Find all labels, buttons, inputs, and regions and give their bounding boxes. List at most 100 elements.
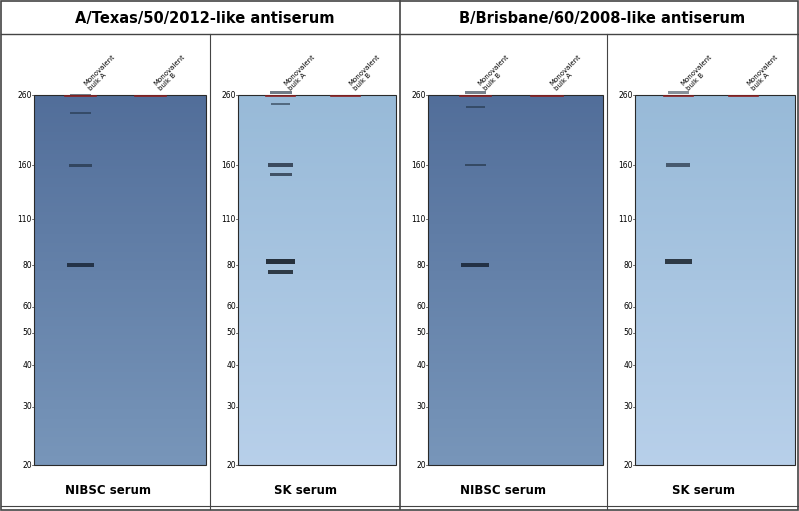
Bar	[238, 339, 396, 343]
Bar	[238, 132, 396, 136]
Bar	[34, 132, 206, 136]
Bar	[34, 292, 206, 296]
Bar	[635, 348, 795, 352]
Bar	[635, 314, 795, 318]
Text: 80: 80	[226, 261, 236, 269]
Bar	[238, 317, 396, 321]
Bar	[428, 265, 603, 269]
Bar	[34, 184, 206, 189]
Bar	[635, 360, 795, 364]
Bar	[238, 120, 396, 124]
Bar	[34, 160, 206, 164]
Bar	[238, 209, 396, 213]
Bar	[238, 409, 396, 413]
Bar	[34, 357, 206, 361]
Bar	[238, 98, 396, 102]
Bar	[428, 280, 603, 284]
Bar	[34, 412, 206, 416]
Bar	[635, 230, 795, 235]
Bar	[238, 188, 396, 192]
Text: 50: 50	[226, 329, 236, 337]
Bar	[238, 151, 396, 155]
Bar	[428, 351, 603, 355]
Bar	[238, 169, 396, 173]
Bar	[34, 415, 206, 420]
Bar	[635, 184, 795, 189]
Text: Monovalent
bulk B: Monovalent bulk B	[348, 54, 386, 92]
Bar	[428, 437, 603, 442]
Bar	[238, 218, 396, 222]
Bar	[428, 369, 603, 374]
Bar	[34, 110, 206, 114]
Bar	[428, 95, 603, 99]
Text: 60: 60	[226, 302, 236, 311]
Bar	[635, 163, 795, 167]
Bar	[428, 194, 603, 198]
Bar	[34, 391, 206, 395]
Bar	[428, 246, 603, 250]
Text: B/Brisbane/60/2008-like antiserum: B/Brisbane/60/2008-like antiserum	[459, 12, 745, 27]
Bar	[428, 101, 603, 105]
Text: SK serum: SK serum	[273, 483, 336, 497]
Bar	[34, 144, 206, 148]
Bar	[238, 194, 396, 198]
Bar	[635, 144, 795, 148]
Bar	[238, 227, 396, 231]
Bar	[428, 376, 603, 380]
Bar	[238, 95, 396, 99]
Bar	[635, 104, 795, 108]
Bar	[428, 339, 603, 343]
Bar	[34, 194, 206, 198]
Bar	[428, 147, 603, 151]
Bar	[238, 305, 396, 309]
Bar	[428, 431, 603, 435]
Bar	[428, 141, 603, 145]
Bar	[238, 425, 396, 429]
Bar	[635, 336, 795, 340]
Bar	[428, 428, 603, 432]
Bar	[34, 409, 206, 413]
Bar	[428, 406, 603, 410]
Text: 260: 260	[411, 90, 426, 100]
Bar	[635, 259, 795, 263]
Bar	[34, 373, 206, 377]
Bar	[428, 243, 603, 247]
Bar	[635, 212, 795, 216]
Bar	[238, 123, 396, 127]
Bar	[34, 126, 206, 130]
Bar	[428, 329, 603, 333]
Bar	[461, 263, 489, 267]
Bar	[238, 274, 396, 278]
Bar	[635, 311, 795, 315]
Bar	[34, 265, 206, 269]
Bar	[238, 342, 396, 346]
Bar	[238, 230, 396, 235]
Bar	[428, 342, 603, 346]
Bar	[635, 379, 795, 383]
Bar	[635, 126, 795, 130]
Bar	[428, 268, 603, 272]
Bar	[428, 308, 603, 312]
Bar	[428, 373, 603, 377]
Bar	[635, 456, 795, 460]
Bar	[635, 406, 795, 410]
Bar	[428, 348, 603, 352]
Text: 160: 160	[221, 160, 236, 170]
Bar	[238, 147, 396, 151]
Bar	[635, 215, 795, 219]
Bar	[34, 345, 206, 349]
Bar	[34, 369, 206, 374]
Bar	[238, 154, 396, 158]
Bar	[34, 166, 206, 170]
Bar	[428, 277, 603, 281]
Bar	[635, 400, 795, 404]
Bar	[238, 311, 396, 315]
Bar	[238, 336, 396, 340]
Bar	[635, 447, 795, 451]
Bar	[635, 227, 795, 231]
Bar	[635, 191, 795, 195]
Bar	[238, 412, 396, 416]
Bar	[428, 444, 603, 448]
Bar	[428, 336, 603, 340]
Bar	[34, 141, 206, 145]
